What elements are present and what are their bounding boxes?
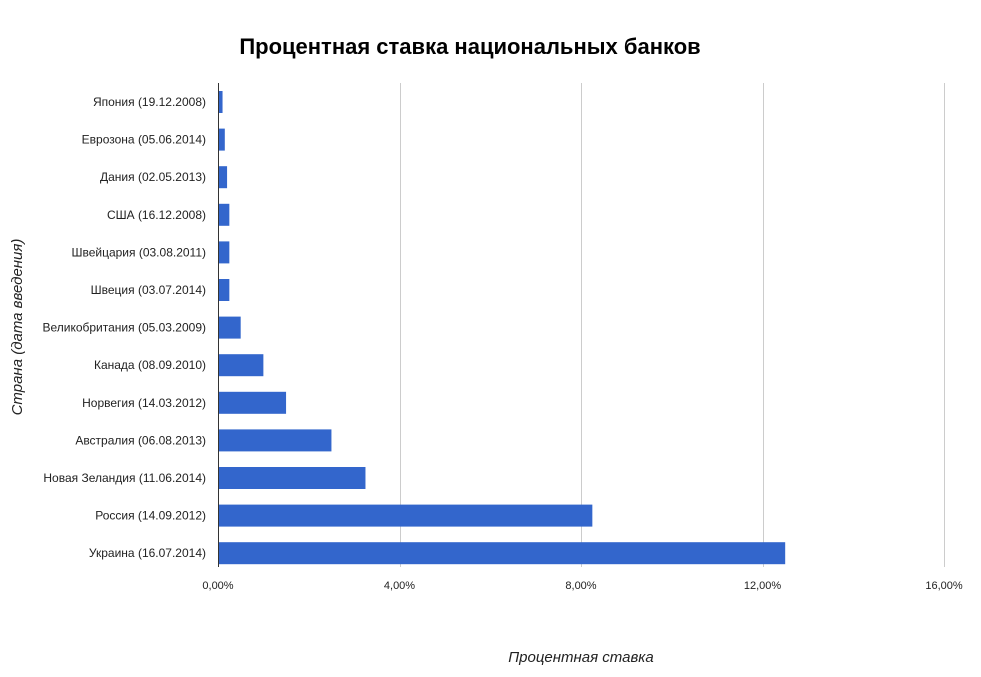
chart-title: Процентная ставка национальных банков bbox=[239, 34, 700, 59]
category-label: Украина (16.07.2014) bbox=[89, 546, 206, 560]
category-label: Норвегия (14.03.2012) bbox=[82, 396, 206, 410]
bar bbox=[218, 504, 593, 527]
category-label: Новая Зеландия (11.06.2014) bbox=[43, 471, 206, 485]
x-tick-label: 16,00% bbox=[925, 580, 963, 592]
bar bbox=[218, 467, 366, 489]
bar bbox=[218, 279, 230, 301]
category-label: Япония (19.12.2008) bbox=[93, 95, 206, 109]
category-label: Швеция (03.07.2014) bbox=[91, 283, 206, 297]
bar bbox=[218, 542, 786, 565]
x-tick-label: 0,00% bbox=[202, 580, 233, 592]
bar bbox=[218, 316, 241, 339]
bar bbox=[218, 354, 264, 377]
category-labels: Япония (19.12.2008) Еврозона (05.06.2014)… bbox=[42, 95, 206, 560]
bar bbox=[218, 91, 223, 113]
x-axis-title: Процентная ставка bbox=[508, 649, 653, 666]
bar bbox=[218, 128, 225, 151]
category-label: Швейцария (03.08.2011) bbox=[71, 245, 206, 259]
bar bbox=[218, 203, 230, 226]
x-tick-label: 12,00% bbox=[744, 580, 782, 592]
grid-lines bbox=[400, 83, 945, 567]
category-label: США (16.12.2008) bbox=[107, 208, 206, 222]
category-label: Великобритания (05.03.2009) bbox=[42, 321, 206, 335]
category-label: Еврозона (05.06.2014) bbox=[82, 133, 206, 147]
bars bbox=[218, 91, 786, 565]
bar bbox=[218, 166, 228, 189]
tick-labels: 0,00% 4,00% 8,00% 12,00% 16,00% bbox=[202, 580, 962, 592]
x-tick-label: 8,00% bbox=[565, 580, 596, 592]
bar bbox=[218, 391, 287, 414]
y-axis-title: Страна (дата введения) bbox=[9, 239, 26, 416]
category-label: Канада (08.09.2010) bbox=[94, 358, 206, 372]
category-label: Австралия (06.08.2013) bbox=[75, 433, 206, 447]
category-label: Дания (02.05.2013) bbox=[100, 170, 206, 184]
bar bbox=[218, 241, 230, 264]
category-label: Россия (14.09.2012) bbox=[95, 509, 206, 523]
x-tick-label: 4,00% bbox=[384, 580, 415, 592]
bar bbox=[218, 429, 332, 452]
